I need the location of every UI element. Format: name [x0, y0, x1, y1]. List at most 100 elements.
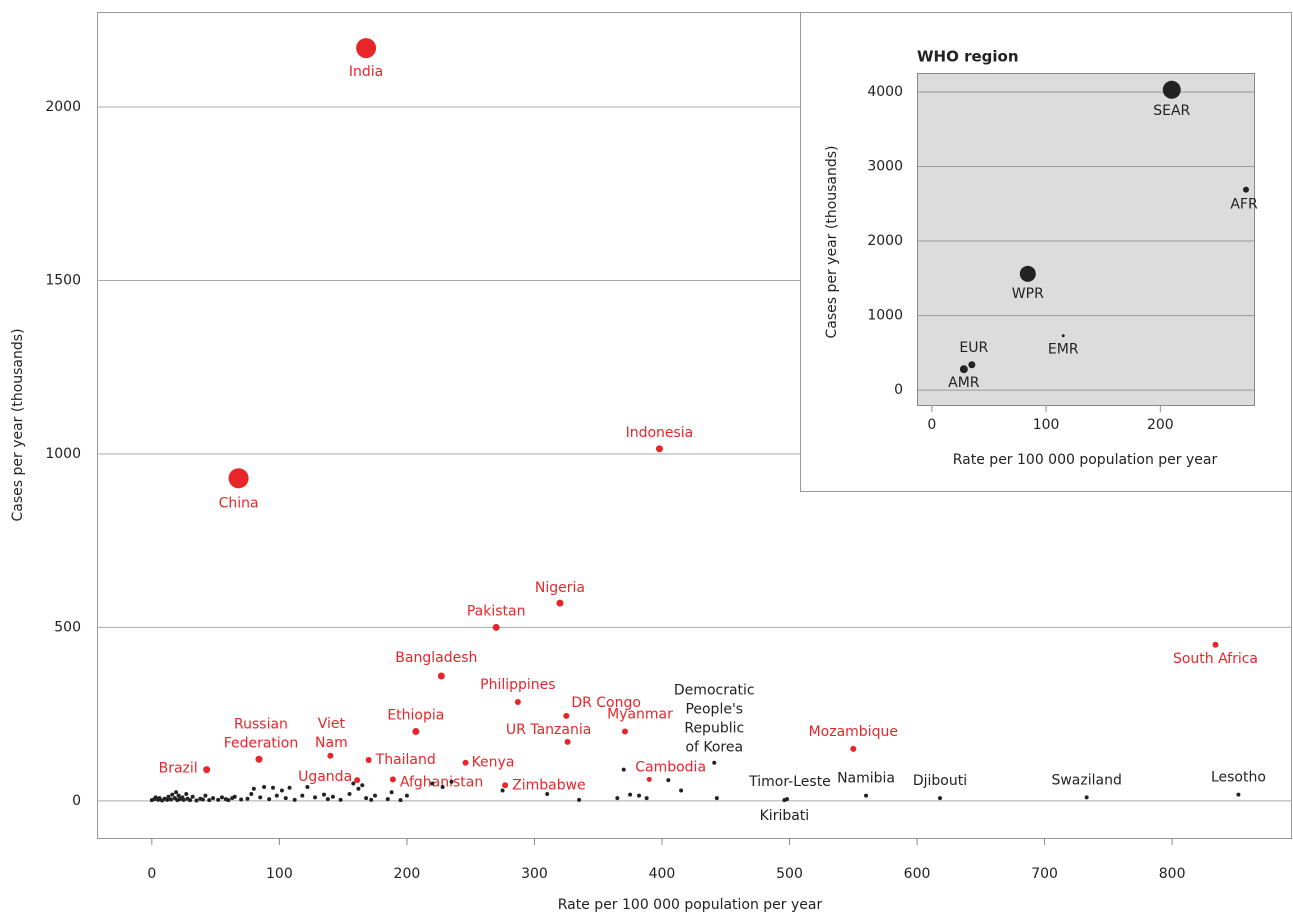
point-label: Brazil	[159, 761, 198, 777]
x-tick-label: 100	[1033, 417, 1060, 433]
data-point	[864, 793, 869, 798]
point-label: Nigeria	[535, 580, 585, 596]
data-point	[492, 623, 500, 631]
data-point	[194, 798, 199, 803]
data-point	[279, 788, 284, 793]
data-point	[968, 361, 976, 369]
point-label: China	[219, 495, 259, 511]
data-point	[330, 794, 335, 799]
data-point	[200, 797, 205, 802]
x-axis-label: Rate per 100 000 population per year	[558, 897, 823, 913]
data-point	[615, 796, 620, 801]
data-point	[292, 797, 297, 802]
x-tick-label: 500	[776, 866, 803, 882]
data-point	[782, 798, 787, 803]
data-point	[360, 783, 365, 788]
point-label: Myanmar	[607, 706, 673, 722]
point-label: People's	[685, 702, 743, 718]
data-point	[249, 791, 254, 796]
inset-y-axis-label: Cases per year (thousands)	[824, 145, 840, 338]
x-tick-label: 200	[394, 866, 421, 882]
y-tick-label: 1000	[45, 446, 81, 462]
data-point	[262, 785, 267, 790]
y-tick-label: 500	[54, 619, 81, 635]
inset-plot: 0 1000 2000 3000 4000 0 100 200 AMR EUR EMR WPR SEAR…	[867, 80, 1258, 433]
y-axis-label: Cases per year (thousands)	[10, 328, 26, 521]
data-point	[216, 797, 221, 802]
data-point	[356, 38, 377, 59]
data-point	[563, 712, 570, 719]
inset-plot-area	[917, 73, 1255, 406]
data-point	[637, 793, 642, 798]
data-point	[190, 794, 195, 799]
data-point	[500, 788, 505, 793]
data-point	[239, 797, 244, 802]
data-point	[373, 793, 378, 798]
data-point	[174, 790, 179, 795]
data-point	[168, 797, 173, 802]
data-point	[621, 767, 626, 772]
data-point	[655, 445, 663, 453]
data-point	[356, 786, 361, 791]
data-point	[251, 786, 256, 791]
point-label: Uganda	[298, 769, 352, 785]
data-point	[556, 599, 564, 607]
data-point	[398, 798, 403, 803]
data-point	[385, 797, 390, 802]
data-point	[211, 796, 216, 801]
data-point	[226, 798, 231, 803]
inset-x-axis-label: Rate per 100 000 population per year	[953, 452, 1218, 468]
point-label: Bangladesh	[395, 650, 477, 666]
point-label: DR Congo	[571, 695, 641, 711]
point-label: AMR	[948, 375, 980, 391]
point-label: of Korea	[685, 740, 743, 756]
data-point	[1236, 792, 1241, 797]
data-point	[166, 794, 171, 799]
data-point	[1212, 641, 1219, 648]
data-point	[514, 699, 521, 706]
data-point	[646, 776, 652, 782]
y-tick-label: 0	[894, 382, 903, 398]
data-point	[232, 794, 237, 799]
data-point	[338, 797, 343, 802]
data-point	[389, 790, 394, 795]
data-point	[437, 672, 445, 680]
point-label: Djibouti	[913, 773, 967, 789]
data-point	[850, 745, 857, 752]
data-point	[170, 792, 175, 797]
data-point	[287, 785, 292, 790]
y-tick-label: 2000	[45, 99, 81, 115]
y-tick-label: 1000	[867, 308, 903, 324]
point-label: Philippines	[480, 677, 555, 693]
x-tick-label: 800	[1159, 866, 1186, 882]
point-label: Afghanistan	[400, 774, 483, 790]
point-label: Namibia	[837, 771, 895, 787]
data-point	[938, 796, 943, 801]
data-point	[176, 793, 181, 798]
data-point	[351, 781, 356, 786]
data-point	[1019, 265, 1036, 282]
data-point	[412, 727, 420, 735]
point-label: EMR	[1048, 342, 1079, 358]
data-point	[270, 785, 275, 790]
point-label: Thailand	[375, 752, 436, 768]
data-point	[1084, 795, 1089, 800]
data-point	[184, 791, 189, 796]
data-point	[365, 756, 372, 763]
point-label: SEAR	[1153, 103, 1190, 119]
data-point	[430, 781, 435, 786]
data-point	[188, 798, 193, 803]
data-point	[347, 791, 352, 796]
data-point	[577, 797, 582, 802]
data-point	[462, 759, 469, 766]
point-label: Indonesia	[626, 425, 694, 441]
point-label: Zimbabwe	[512, 777, 586, 793]
y-tick-label: 4000	[867, 84, 903, 100]
x-tick-label: 200	[1147, 417, 1174, 433]
data-point	[245, 796, 250, 801]
data-point	[274, 793, 279, 798]
data-point	[679, 788, 684, 793]
x-tick-label: 100	[266, 866, 293, 882]
point-label: Ethiopia	[387, 707, 444, 723]
